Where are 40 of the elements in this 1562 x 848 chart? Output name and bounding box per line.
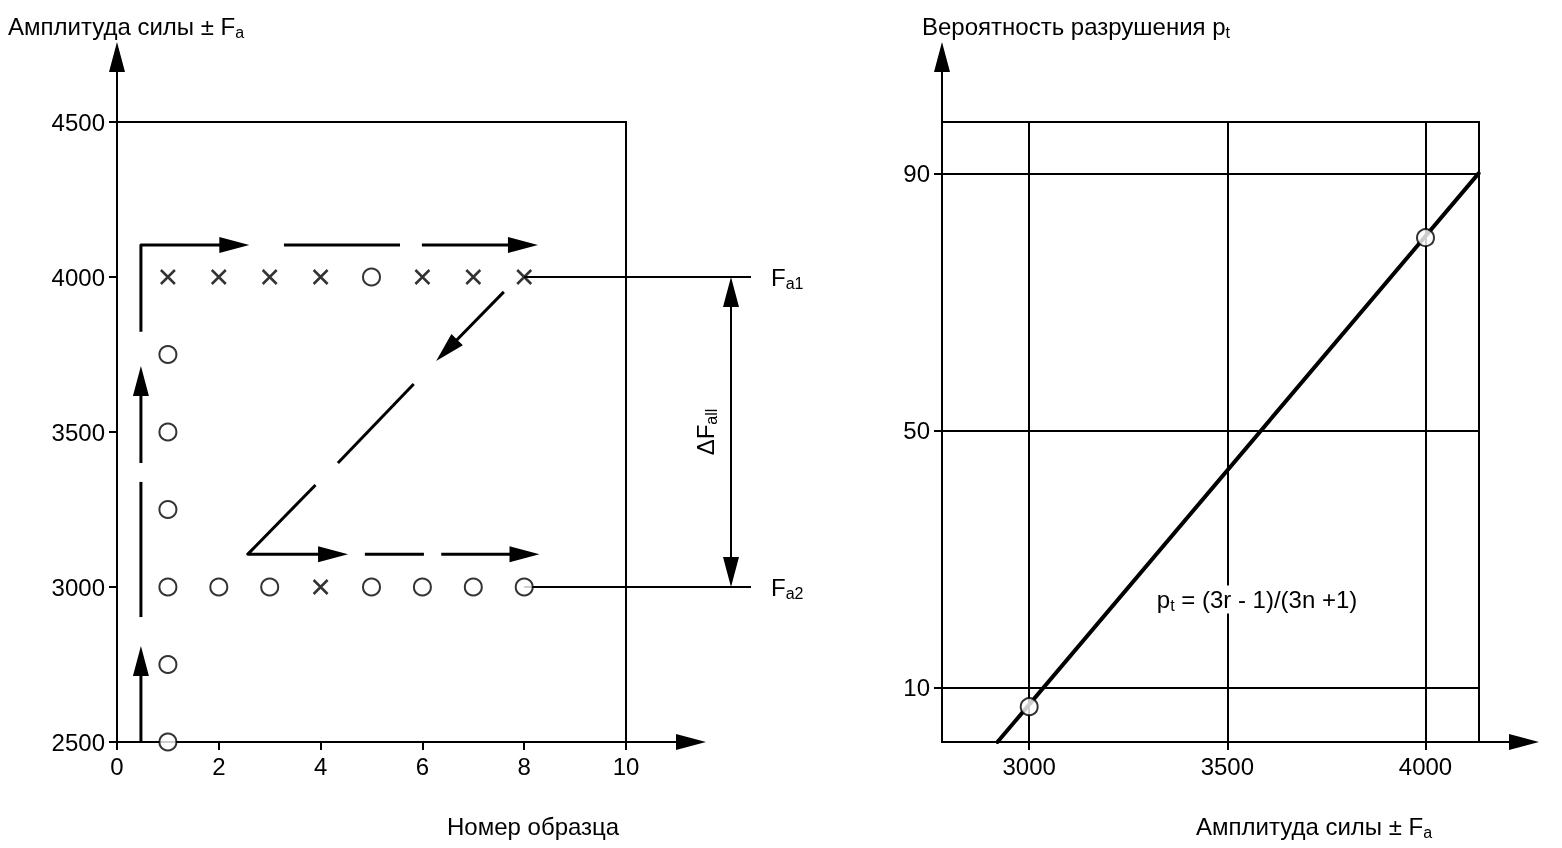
point bbox=[261, 268, 278, 286]
text: ΔFall bbox=[691, 408, 720, 456]
y-tick-label: 4000 bbox=[51, 263, 105, 291]
y-tick-label: 3500 bbox=[51, 418, 105, 446]
point bbox=[312, 268, 329, 286]
point bbox=[158, 345, 178, 364]
y-tick-label: 10 bbox=[903, 673, 930, 701]
point bbox=[158, 500, 178, 519]
x-tick-label: 2 bbox=[212, 752, 226, 780]
x-tick-label: 3500 bbox=[1200, 752, 1255, 780]
point bbox=[209, 577, 229, 597]
x-tick-label: 3000 bbox=[1002, 752, 1056, 780]
point bbox=[158, 732, 178, 752]
point bbox=[159, 268, 177, 286]
point bbox=[158, 655, 178, 674]
point bbox=[362, 577, 381, 597]
point bbox=[158, 577, 178, 597]
point bbox=[210, 268, 228, 286]
y-tick-label: 3000 bbox=[51, 573, 105, 601]
point bbox=[412, 577, 432, 597]
x-tick-label: 4000 bbox=[1398, 752, 1453, 780]
y-tick-label: 4500 bbox=[51, 108, 105, 136]
point bbox=[414, 268, 431, 286]
x-tick-label: 10 bbox=[612, 752, 640, 780]
point bbox=[515, 268, 533, 286]
point bbox=[465, 268, 482, 286]
x-tick-label: 6 bbox=[415, 752, 430, 780]
y-tick-label: 90 bbox=[903, 159, 930, 187]
point bbox=[158, 422, 178, 442]
x-tick-label: 0 bbox=[110, 752, 124, 780]
x-tick-label: 8 bbox=[517, 752, 531, 780]
point bbox=[463, 577, 483, 597]
point bbox=[362, 267, 381, 287]
point bbox=[260, 577, 280, 597]
y-tick-label: 50 bbox=[903, 416, 930, 444]
x-tick-label: 4 bbox=[313, 752, 328, 780]
y-tick-label: 2500 bbox=[51, 728, 105, 756]
x-axis-title: Номер образца bbox=[447, 812, 620, 840]
point bbox=[312, 578, 329, 596]
point bbox=[514, 577, 534, 597]
